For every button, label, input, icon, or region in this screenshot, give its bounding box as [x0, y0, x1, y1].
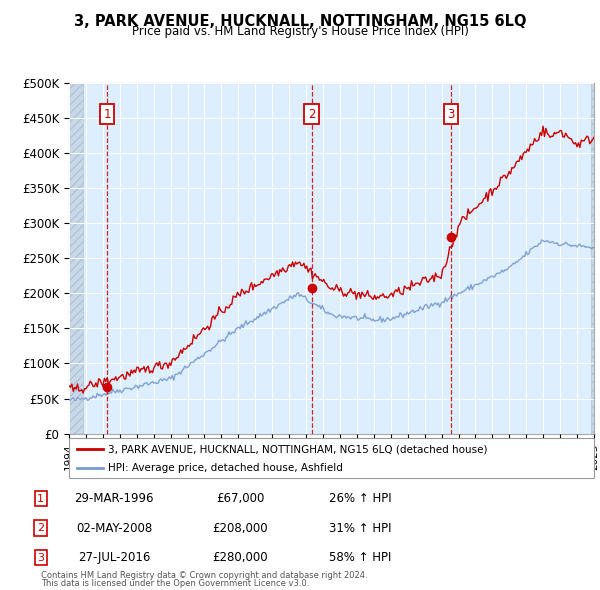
Text: 3: 3	[448, 108, 455, 121]
Text: 1: 1	[103, 108, 110, 121]
Text: This data is licensed under the Open Government Licence v3.0.: This data is licensed under the Open Gov…	[41, 579, 309, 588]
Text: Price paid vs. HM Land Registry's House Price Index (HPI): Price paid vs. HM Land Registry's House …	[131, 25, 469, 38]
Text: £208,000: £208,000	[212, 522, 268, 535]
Text: 3, PARK AVENUE, HUCKNALL, NOTTINGHAM, NG15 6LQ (detached house): 3, PARK AVENUE, HUCKNALL, NOTTINGHAM, NG…	[109, 444, 488, 454]
Text: 3: 3	[37, 553, 44, 562]
Text: 3, PARK AVENUE, HUCKNALL, NOTTINGHAM, NG15 6LQ: 3, PARK AVENUE, HUCKNALL, NOTTINGHAM, NG…	[74, 14, 526, 28]
Text: 29-MAR-1996: 29-MAR-1996	[74, 492, 154, 505]
Text: 02-MAY-2008: 02-MAY-2008	[76, 522, 152, 535]
Text: 2: 2	[308, 108, 316, 121]
Text: 58% ↑ HPI: 58% ↑ HPI	[329, 551, 391, 564]
Text: 26% ↑ HPI: 26% ↑ HPI	[329, 492, 391, 505]
Text: £67,000: £67,000	[216, 492, 264, 505]
Bar	[590, 83, 594, 434]
Text: 1: 1	[37, 494, 44, 503]
Bar	[69, 83, 83, 434]
FancyBboxPatch shape	[69, 438, 594, 478]
Text: Contains HM Land Registry data © Crown copyright and database right 2024.: Contains HM Land Registry data © Crown c…	[41, 571, 367, 580]
Text: 27-JUL-2016: 27-JUL-2016	[78, 551, 150, 564]
Text: 31% ↑ HPI: 31% ↑ HPI	[329, 522, 391, 535]
Text: £280,000: £280,000	[212, 551, 268, 564]
Text: HPI: Average price, detached house, Ashfield: HPI: Average price, detached house, Ashf…	[109, 463, 343, 473]
Text: 2: 2	[37, 523, 44, 533]
